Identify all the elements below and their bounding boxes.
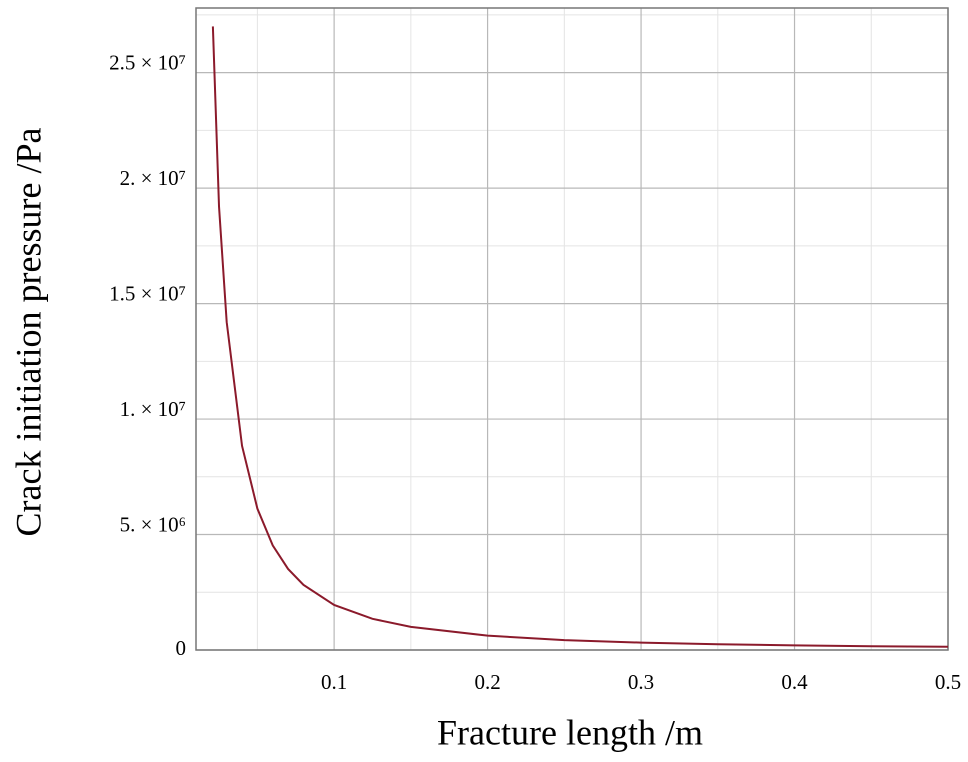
x-tick-label: 0.2: [474, 670, 500, 694]
x-tick-label: 0.3: [628, 670, 654, 694]
x-tick-label: 0.5: [935, 670, 961, 694]
y-tick-label: 2.5 × 10⁷: [109, 50, 186, 74]
plot-frame: [195, 7, 949, 651]
x-tick-label: 0.1: [321, 670, 347, 694]
y-tick-label: 5. × 10⁶: [120, 512, 186, 536]
y-axis-label: Crack initiation pressure /Pa: [8, 128, 48, 537]
data-line: [211, 26, 949, 648]
y-tick-label: 2. × 10⁷: [120, 166, 186, 190]
y-tick-label: 1.5 × 10⁷: [109, 281, 186, 305]
x-axis-label: Fracture length /m: [437, 712, 703, 752]
y-tick-label: 1. × 10⁷: [120, 397, 186, 421]
x-tick-label: 0.4: [781, 670, 808, 694]
y-tick-label: 0: [176, 636, 187, 660]
